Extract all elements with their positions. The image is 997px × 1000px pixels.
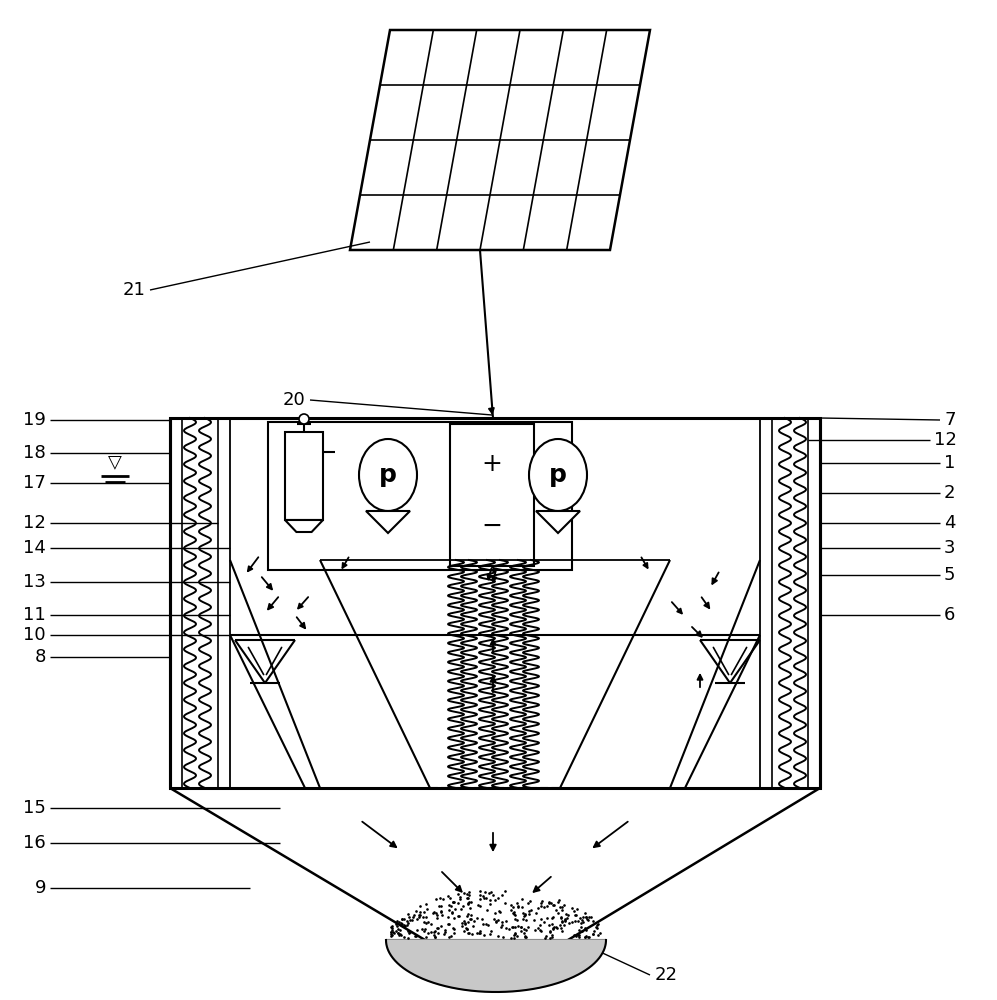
Text: 10: 10	[23, 626, 46, 644]
Text: 2: 2	[944, 484, 955, 502]
Text: 22: 22	[655, 966, 678, 984]
Polygon shape	[536, 511, 580, 533]
Text: +: +	[482, 452, 502, 476]
Text: ▽: ▽	[108, 453, 122, 471]
Text: 3: 3	[944, 539, 955, 557]
Text: p: p	[379, 463, 397, 487]
Text: 9: 9	[35, 879, 46, 897]
Text: 19: 19	[23, 411, 46, 429]
Text: 5: 5	[944, 566, 955, 584]
Text: 11: 11	[23, 606, 46, 624]
Polygon shape	[366, 511, 410, 533]
Text: p: p	[549, 463, 567, 487]
Bar	[268, 422, 572, 570]
Text: 13: 13	[23, 573, 46, 591]
Text: 8: 8	[35, 648, 46, 666]
Text: 16: 16	[23, 834, 46, 852]
Text: 18: 18	[23, 444, 46, 462]
Circle shape	[299, 414, 309, 424]
Bar	[285, 432, 323, 520]
Text: 17: 17	[23, 474, 46, 492]
Ellipse shape	[359, 439, 417, 511]
Polygon shape	[350, 30, 650, 250]
Bar	[450, 424, 534, 566]
Text: 1: 1	[944, 454, 955, 472]
Text: 6: 6	[944, 606, 955, 624]
Text: 20: 20	[282, 391, 305, 409]
Text: 15: 15	[23, 799, 46, 817]
Text: 14: 14	[23, 539, 46, 557]
Text: 4: 4	[944, 514, 955, 532]
Text: −: −	[482, 514, 502, 538]
Bar	[170, 418, 820, 788]
Text: 12: 12	[934, 431, 957, 449]
Text: 12: 12	[23, 514, 46, 532]
Text: 7: 7	[944, 411, 955, 429]
Text: 21: 21	[122, 281, 145, 299]
Polygon shape	[285, 520, 323, 532]
Polygon shape	[386, 940, 606, 992]
Ellipse shape	[529, 439, 587, 511]
